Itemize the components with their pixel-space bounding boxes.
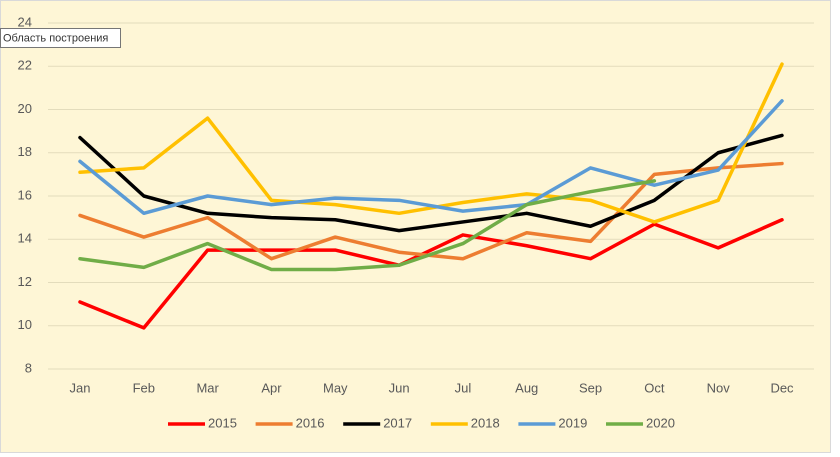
y-tick-label: 24 xyxy=(18,14,32,29)
tooltip-text: Область построения xyxy=(3,32,108,44)
x-tick-label: Jan xyxy=(70,380,91,395)
x-tick-label: Mar xyxy=(196,380,219,395)
tooltip-box xyxy=(0,28,121,48)
series-line xyxy=(78,218,784,330)
legend-label: 2019 xyxy=(558,415,587,430)
y-tick-label: 14 xyxy=(18,231,32,246)
x-tick-label: May xyxy=(323,380,348,395)
x-tick-label: Apr xyxy=(261,380,282,395)
series-line xyxy=(78,133,784,233)
x-tick-label: Oct xyxy=(644,380,665,395)
x-tick-label: Aug xyxy=(515,380,538,395)
x-tick-label: Sep xyxy=(579,380,602,395)
x-tick-label: Jul xyxy=(455,380,472,395)
series-line xyxy=(78,179,657,272)
series-line xyxy=(78,99,784,216)
y-tick-label: 12 xyxy=(18,274,32,289)
legend-label: 2016 xyxy=(296,415,325,430)
legend-label: 2015 xyxy=(208,415,237,430)
legend-label: 2018 xyxy=(471,415,500,430)
x-tick-label: Feb xyxy=(133,380,155,395)
y-tick-label: 16 xyxy=(18,187,32,202)
x-tick-label: Dec xyxy=(770,380,794,395)
x-tick-label: Jun xyxy=(389,380,410,395)
y-tick-label: 8 xyxy=(25,360,32,375)
legend-label: 2017 xyxy=(383,415,412,430)
legend-label: 2020 xyxy=(646,415,675,430)
y-tick-label: 10 xyxy=(18,317,32,332)
series-line xyxy=(78,62,784,224)
x-tick-label: Nov xyxy=(707,380,731,395)
y-tick-label: 18 xyxy=(18,144,32,159)
y-tick-label: 22 xyxy=(18,58,32,73)
y-tick-label: 20 xyxy=(18,101,32,116)
